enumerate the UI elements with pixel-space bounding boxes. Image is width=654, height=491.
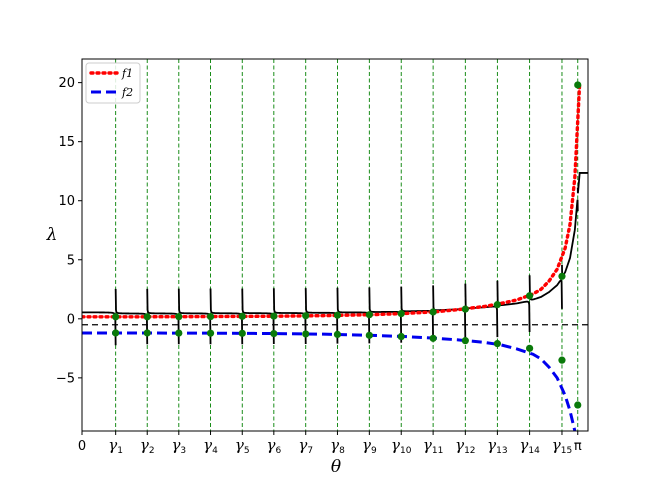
intersection-point xyxy=(558,272,566,280)
intersection-point xyxy=(429,334,437,342)
x-tick-label: γ1 xyxy=(108,436,123,456)
eigen-branch xyxy=(368,287,403,343)
x-tick-label: γ4 xyxy=(203,436,218,456)
eigen-branch xyxy=(177,288,212,345)
legend: f1 f2 xyxy=(85,62,141,104)
x-tick-label: γ6 xyxy=(266,436,281,456)
y-tick-label: 10 xyxy=(58,194,75,209)
x-tick-label: γ15 xyxy=(552,436,572,456)
intersection-point xyxy=(493,340,501,348)
intersection-point xyxy=(270,329,278,338)
legend-label-f2: f2 xyxy=(121,86,133,99)
intersection-point xyxy=(558,356,566,364)
eigen-branch xyxy=(336,287,371,344)
y-tick-label: 5 xyxy=(67,253,75,268)
x-tick-label: γ7 xyxy=(298,436,313,456)
eigen-branch xyxy=(561,199,579,277)
eigen-branch xyxy=(241,288,275,344)
intersection-point xyxy=(238,312,246,320)
intersection-point xyxy=(461,337,469,345)
intersection-point xyxy=(333,311,342,319)
x-tick-label: γ10 xyxy=(391,436,412,456)
x-tick-label: γ14 xyxy=(519,436,540,456)
x-tick-label: γ12 xyxy=(455,436,475,456)
x-tick-label: γ9 xyxy=(362,436,377,456)
eigen-branch xyxy=(576,172,588,194)
y-tick-label: 15 xyxy=(58,135,75,150)
intersection-point xyxy=(238,329,246,337)
y-axis-label: λ xyxy=(46,225,58,245)
plot-background xyxy=(82,59,588,431)
x-tick-label: γ2 xyxy=(140,436,155,456)
y-tick-label: 20 xyxy=(58,76,75,91)
x-axis-ticks: 0 γ1 γ2 γ3 γ4 γ5 γ6 γ7 γ8 γ9 γ10 γ11 γ12 γ13 γ14 γ15 π xyxy=(78,431,582,456)
y-tick-label: 0 xyxy=(67,312,75,327)
x-axis-label: θ xyxy=(331,457,341,477)
y-tick-label: −5 xyxy=(56,371,75,386)
intersection-point xyxy=(112,313,120,321)
intersection-point xyxy=(302,312,310,320)
eigen-branch xyxy=(209,288,244,345)
intersection-point xyxy=(574,401,582,409)
eigen-branch xyxy=(82,311,117,346)
series-line-f2 xyxy=(82,331,577,431)
intersection-point xyxy=(574,81,582,89)
eigen-branch xyxy=(304,288,339,344)
eigen-branch xyxy=(528,275,563,309)
intersection-point xyxy=(333,330,342,338)
intersection-point xyxy=(429,308,437,316)
x-tick-label: γ3 xyxy=(171,436,186,456)
intersection-point xyxy=(365,311,373,319)
x-tick-label: γ5 xyxy=(235,436,250,456)
y-axis-ticks: −5 0 5 10 15 20 xyxy=(56,76,82,386)
eigen-branch xyxy=(272,288,307,345)
eigen-branch xyxy=(114,288,149,345)
intersection-point xyxy=(112,329,120,337)
intersection-point xyxy=(525,292,534,300)
intersection-point xyxy=(397,332,405,341)
intersection-point xyxy=(175,313,183,321)
x-tick-label: π xyxy=(574,439,582,454)
intersection-point xyxy=(270,312,278,320)
intersection-point xyxy=(206,329,215,337)
intersection-point xyxy=(143,329,151,337)
intersection-point xyxy=(461,305,469,313)
intersection-points xyxy=(112,81,582,409)
x-tick-label: γ11 xyxy=(423,436,443,456)
x-tick-label: 0 xyxy=(78,439,86,454)
eigen-branch xyxy=(400,286,435,342)
intersection-point xyxy=(175,329,183,337)
intersection-point xyxy=(365,331,373,339)
plot-frame xyxy=(81,58,589,432)
legend-label-f1: f1 xyxy=(121,67,133,80)
intersection-point xyxy=(143,313,151,321)
intersection-point xyxy=(206,312,215,321)
intersection-point xyxy=(493,301,501,309)
x-tick-label: γ13 xyxy=(487,436,507,456)
intersection-point xyxy=(302,330,310,338)
intersection-point xyxy=(397,310,405,318)
eigen-branch xyxy=(146,288,180,345)
eigen-branch xyxy=(496,280,531,333)
intersection-point xyxy=(525,344,534,352)
x-tick-label: γ8 xyxy=(330,436,345,456)
